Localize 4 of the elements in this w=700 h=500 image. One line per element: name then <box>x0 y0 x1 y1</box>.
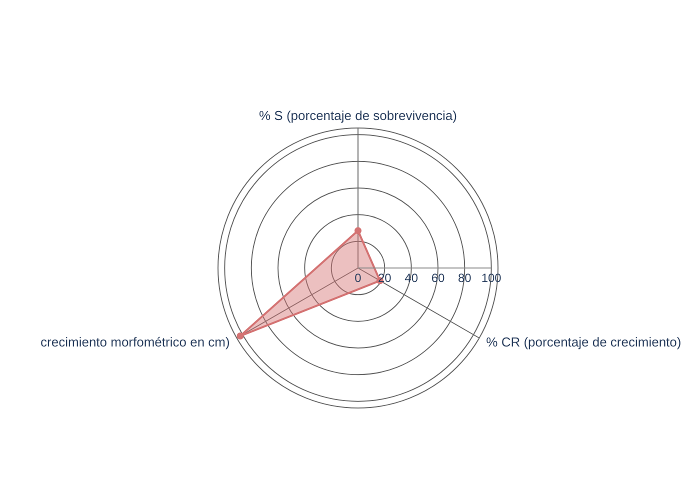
spoke-label: % S (porcentaje de sobrevivencia) <box>259 108 457 123</box>
spoke-label: crecimiento morfométrico en cm) <box>40 334 230 350</box>
spoke-label: % CR (porcentaje de crecimiento) <box>486 334 682 350</box>
y-tick-label: 0 <box>354 271 362 285</box>
